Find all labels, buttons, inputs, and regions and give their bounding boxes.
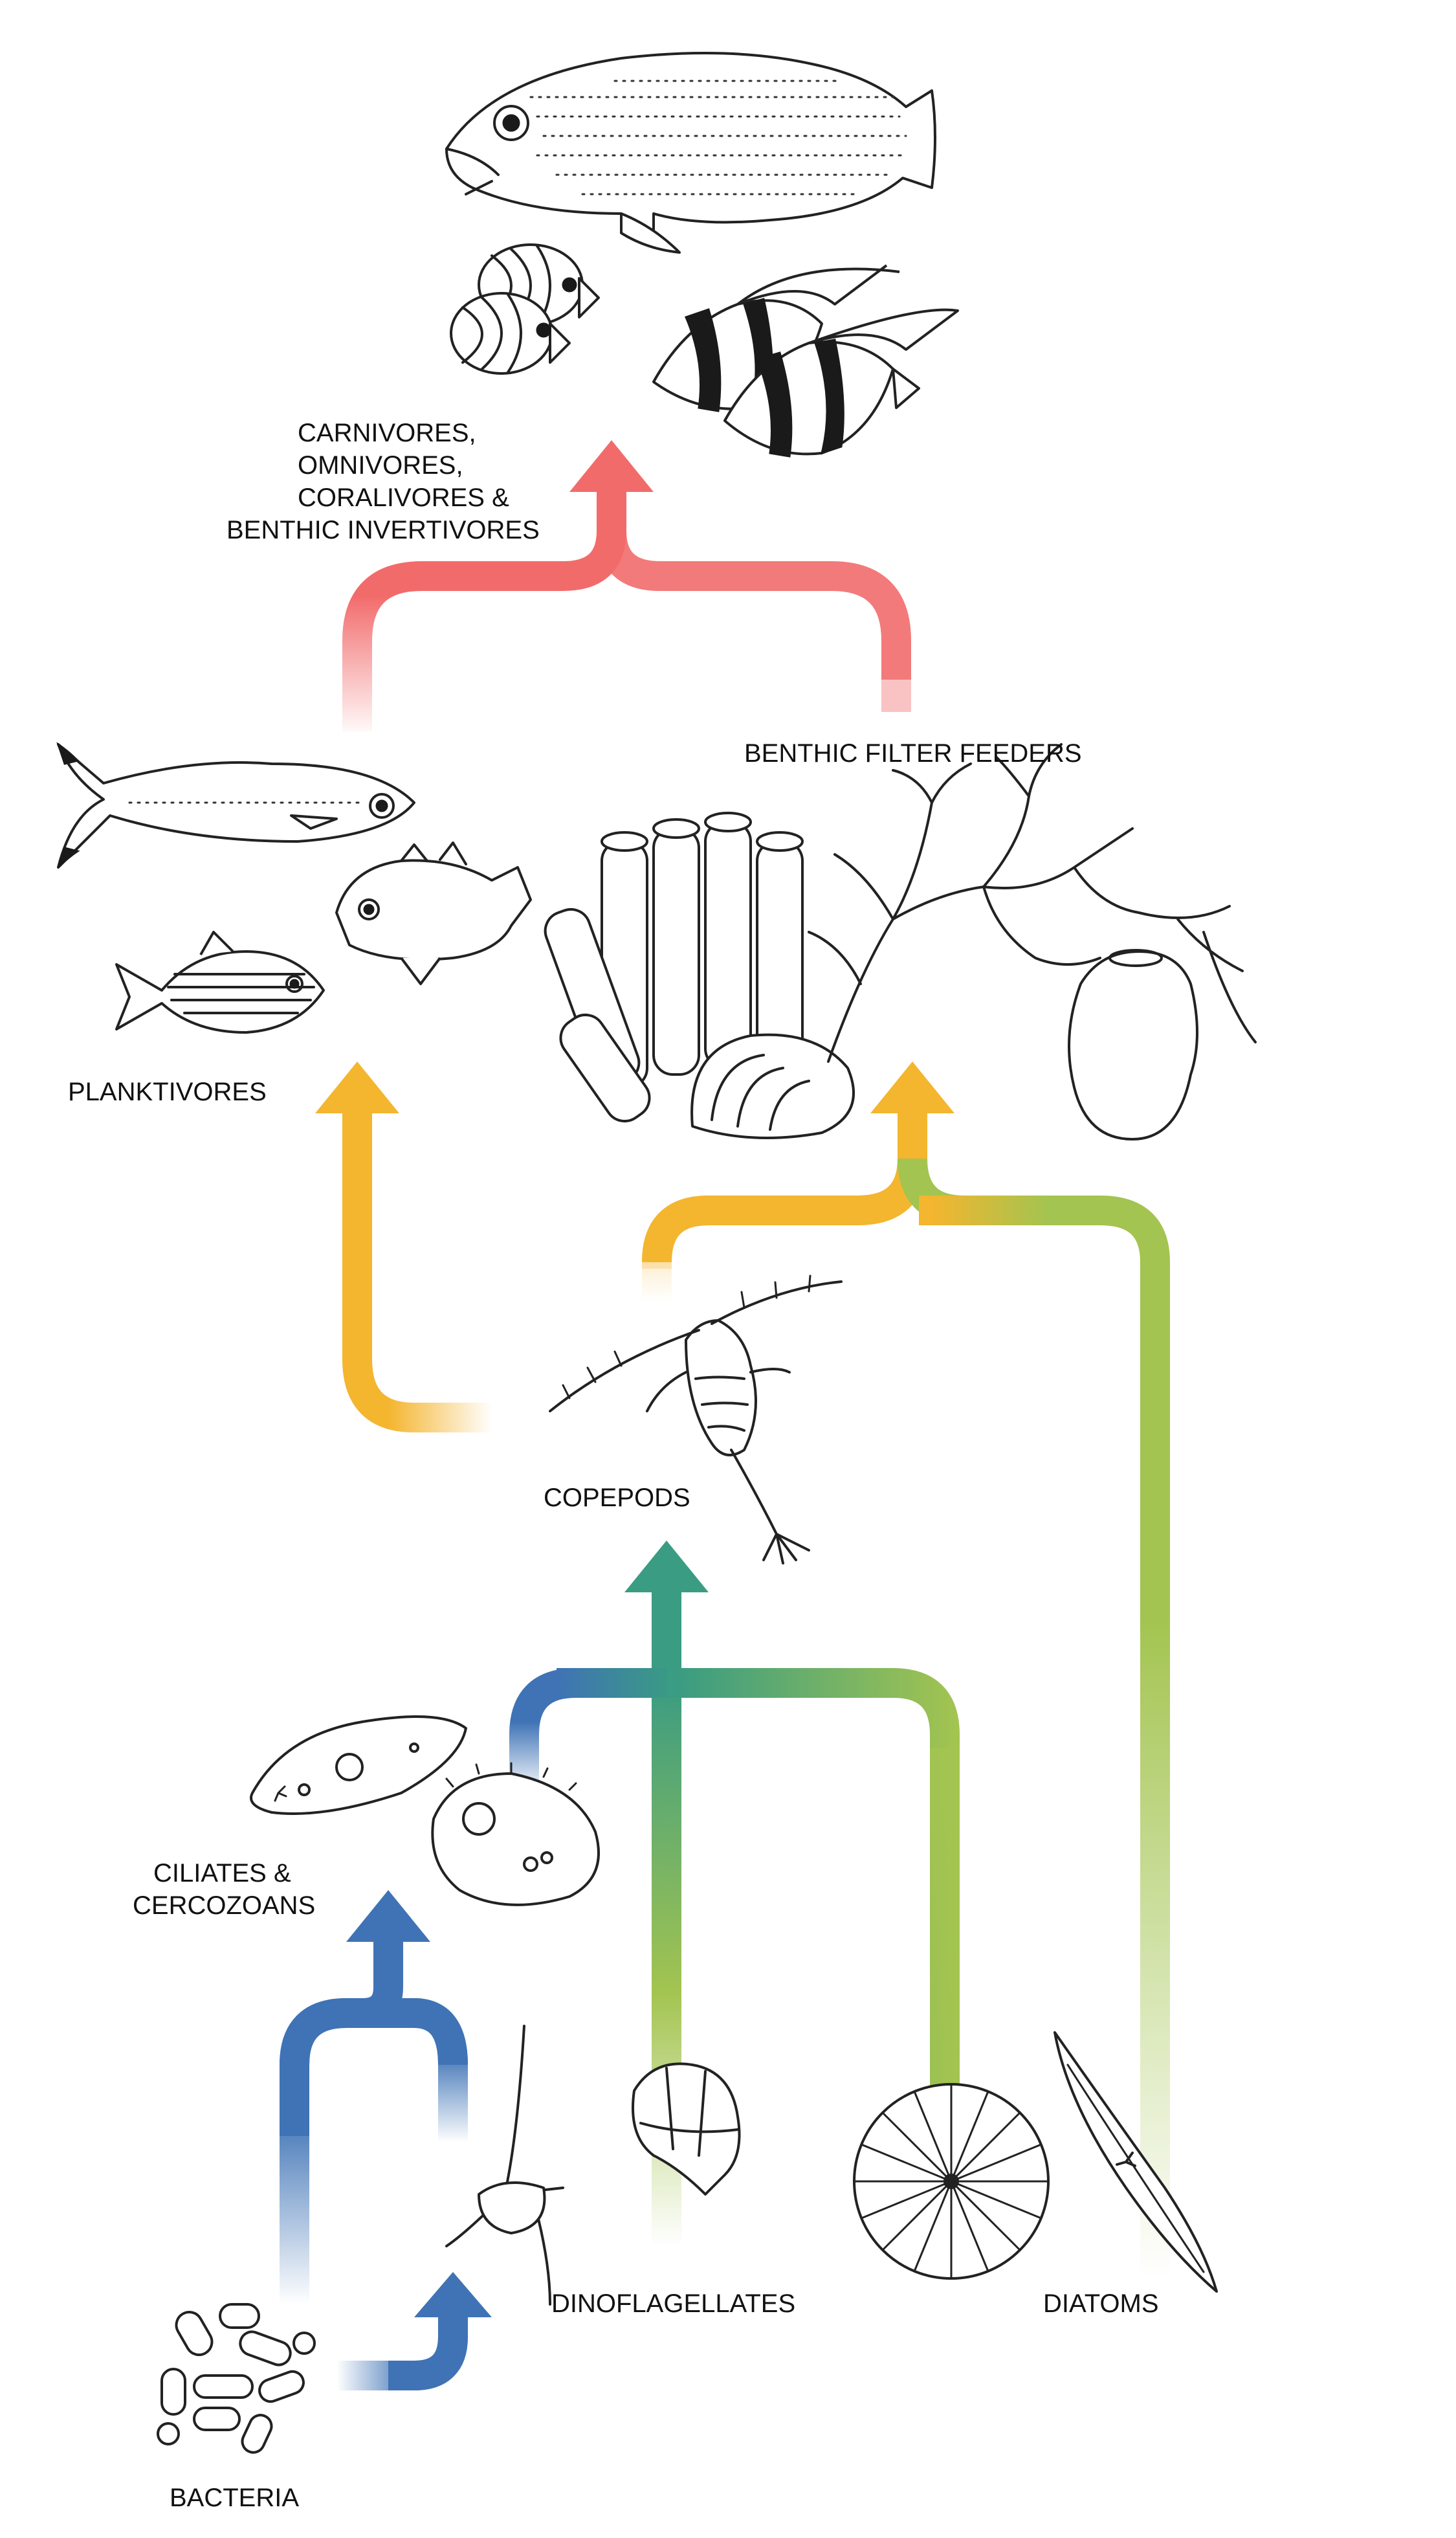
label-carnivores-line-3: CORALIVORES & — [298, 484, 509, 512]
arrow-to-planktivores — [315, 1062, 492, 1432]
damselfish-icon — [335, 841, 532, 985]
arrow-to-dinoflagellates — [336, 2272, 492, 2390]
cardinalfish-icon — [115, 931, 325, 1034]
centric-diatom-icon — [853, 2083, 1050, 2280]
label-ciliates-line-1: CILIATES & — [153, 1859, 291, 1887]
label-carnivores-line-1: CARNIVORES, — [298, 419, 476, 447]
label-copepods: COPEPODS — [544, 1484, 690, 1512]
label-benthic-filter-feeders: BENTHIC FILTER FEEDERS — [744, 739, 1082, 768]
flow-arrows — [280, 440, 1170, 2390]
branching-coral-icon — [808, 743, 1257, 1063]
cercozoan-icon — [431, 1762, 600, 1906]
label-dinoflagellates: DINOFLAGELLATES — [551, 2289, 795, 2318]
fusilier-icon — [56, 742, 415, 869]
vase-sponge-icon — [1068, 949, 1198, 1141]
label-bacteria: BACTERIA — [170, 2484, 299, 2512]
bacteria-icon — [157, 2303, 316, 2454]
copepod-icon — [549, 1275, 843, 1564]
label-planktivores: PLANKTIVORES — [68, 1078, 267, 1106]
grouper-icon — [445, 52, 936, 254]
ciliate-icon — [250, 1715, 467, 1815]
dinoflagellate-protoperidinium-icon — [632, 2062, 741, 2196]
pennate-diatom-icon — [1053, 2031, 1218, 2293]
label-ciliates-line-2: CERCOZOANS — [133, 1891, 315, 1920]
labels: CARNIVORES, OMNIVORES, CORALIVORES & BEN… — [68, 419, 1159, 2512]
moorish-idol-icon — [652, 264, 959, 458]
arrow-to-carnivores — [342, 440, 922, 731]
arrow-to-ciliates — [280, 1890, 468, 2304]
arrow-to-benthic-filter-feeders — [641, 1062, 1170, 2278]
label-carnivores-line-4: BENTHIC INVERTIVORES — [226, 516, 540, 544]
butterflyfish-icon — [450, 243, 600, 375]
label-carnivores-line-2: OMNIVORES, — [298, 451, 463, 480]
tube-sponge-icon — [544, 812, 804, 1123]
label-diatoms: DIATOMS — [1043, 2289, 1159, 2318]
dinoflagellate-ceratium-icon — [445, 2025, 564, 2306]
clam-icon — [690, 1033, 855, 1139]
